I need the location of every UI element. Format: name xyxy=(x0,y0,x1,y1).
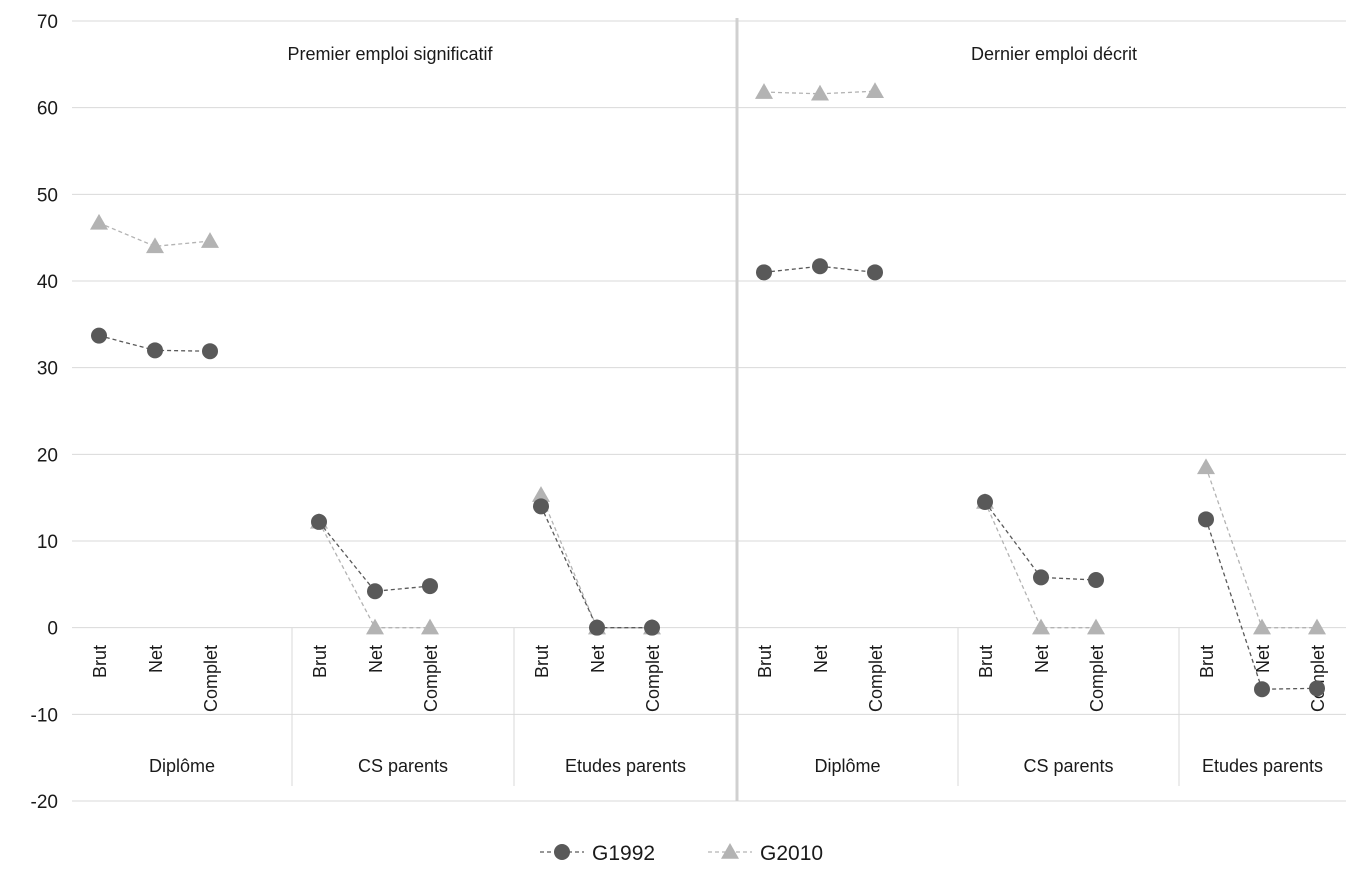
data-point xyxy=(533,498,549,515)
data-point xyxy=(1254,681,1270,698)
category-label: Complet xyxy=(201,645,221,712)
series-line xyxy=(318,521,430,629)
data-point xyxy=(1198,511,1214,528)
group-label: Etudes parents xyxy=(1202,756,1323,776)
panel-title: Dernier emploi décrit xyxy=(971,44,1137,64)
category-label: Net xyxy=(146,645,166,673)
data-point xyxy=(867,264,883,281)
data-point xyxy=(367,583,383,600)
data-point xyxy=(1087,618,1105,635)
group-label: Diplôme xyxy=(149,756,215,776)
data-point xyxy=(1033,569,1049,586)
group-label: Etudes parents xyxy=(565,756,686,776)
y-tick-label: 10 xyxy=(37,532,58,553)
group-label: CS parents xyxy=(1023,756,1113,776)
data-point xyxy=(146,237,164,254)
data-point xyxy=(366,618,384,635)
gridlines xyxy=(72,20,1346,802)
y-tick-label: 20 xyxy=(37,445,58,466)
category-label: Complet xyxy=(643,645,663,712)
y-tick-label: 40 xyxy=(37,272,58,293)
data-point xyxy=(756,264,772,281)
series-line xyxy=(540,494,652,629)
legend: G1992 G2010 xyxy=(540,842,823,865)
data-point xyxy=(812,258,828,275)
y-tick-label: 30 xyxy=(37,359,58,380)
category-axis xyxy=(72,627,1346,786)
category-label: Complet xyxy=(421,645,441,712)
y-tick-label: -10 xyxy=(31,705,58,726)
y-tick-label: -20 xyxy=(31,792,58,813)
y-tick-label: 50 xyxy=(37,185,58,206)
data-point xyxy=(554,844,570,860)
data-point xyxy=(201,232,219,248)
data-point xyxy=(866,82,884,98)
data-point xyxy=(1309,680,1325,697)
data-point xyxy=(90,213,108,230)
y-tick-label: 70 xyxy=(37,12,58,33)
data-point xyxy=(1197,458,1215,475)
data-point xyxy=(755,83,773,99)
series-g2010 xyxy=(90,82,1326,635)
category-label: Complet xyxy=(1308,645,1328,712)
series-line xyxy=(984,501,1096,629)
category-label: Brut xyxy=(310,645,330,678)
panel-title: Premier emploi significatif xyxy=(287,44,493,64)
series-line xyxy=(540,506,652,629)
data-point xyxy=(311,513,327,530)
data-point xyxy=(721,843,739,859)
category-label: Net xyxy=(1253,645,1273,673)
data-point xyxy=(202,343,218,360)
data-point xyxy=(91,327,107,344)
category-label: Net xyxy=(1032,645,1052,673)
category-label: Net xyxy=(366,645,386,673)
series-line xyxy=(1205,467,1317,629)
category-label: Brut xyxy=(532,645,552,678)
data-point xyxy=(1032,618,1050,635)
category-label: Complet xyxy=(1087,645,1107,712)
data-point xyxy=(977,494,993,510)
y-tick-label: 60 xyxy=(37,99,58,120)
legend-label: G2010 xyxy=(760,842,823,865)
data-point xyxy=(1088,572,1104,588)
y-tick-label: 0 xyxy=(47,619,58,640)
data-point xyxy=(1308,618,1326,635)
legend-label: G1992 xyxy=(592,842,655,865)
data-point xyxy=(589,619,605,636)
data-point xyxy=(811,84,829,101)
series-g1992 xyxy=(91,258,1325,698)
data-point xyxy=(644,619,660,636)
category-label: Brut xyxy=(90,645,110,678)
data-point xyxy=(1253,618,1271,635)
category-label: Net xyxy=(588,645,608,673)
series-line xyxy=(318,521,431,592)
category-label: Brut xyxy=(755,645,775,678)
y-tick-labels: -20 -10 0 10 20 30 40 50 60 70 xyxy=(31,12,58,813)
group-label: CS parents xyxy=(358,756,448,776)
category-label: Brut xyxy=(976,645,996,678)
data-point xyxy=(421,618,439,635)
category-label: Brut xyxy=(1197,645,1217,678)
category-label: Complet xyxy=(866,645,886,712)
data-point xyxy=(147,342,163,359)
category-label: Net xyxy=(811,645,831,673)
data-point xyxy=(422,578,438,595)
x-axis-labels: Brut Net Complet Diplôme Brut Net Complet CS pa… xyxy=(90,645,1328,776)
data-point xyxy=(532,486,550,502)
group-label: Diplôme xyxy=(814,756,880,776)
